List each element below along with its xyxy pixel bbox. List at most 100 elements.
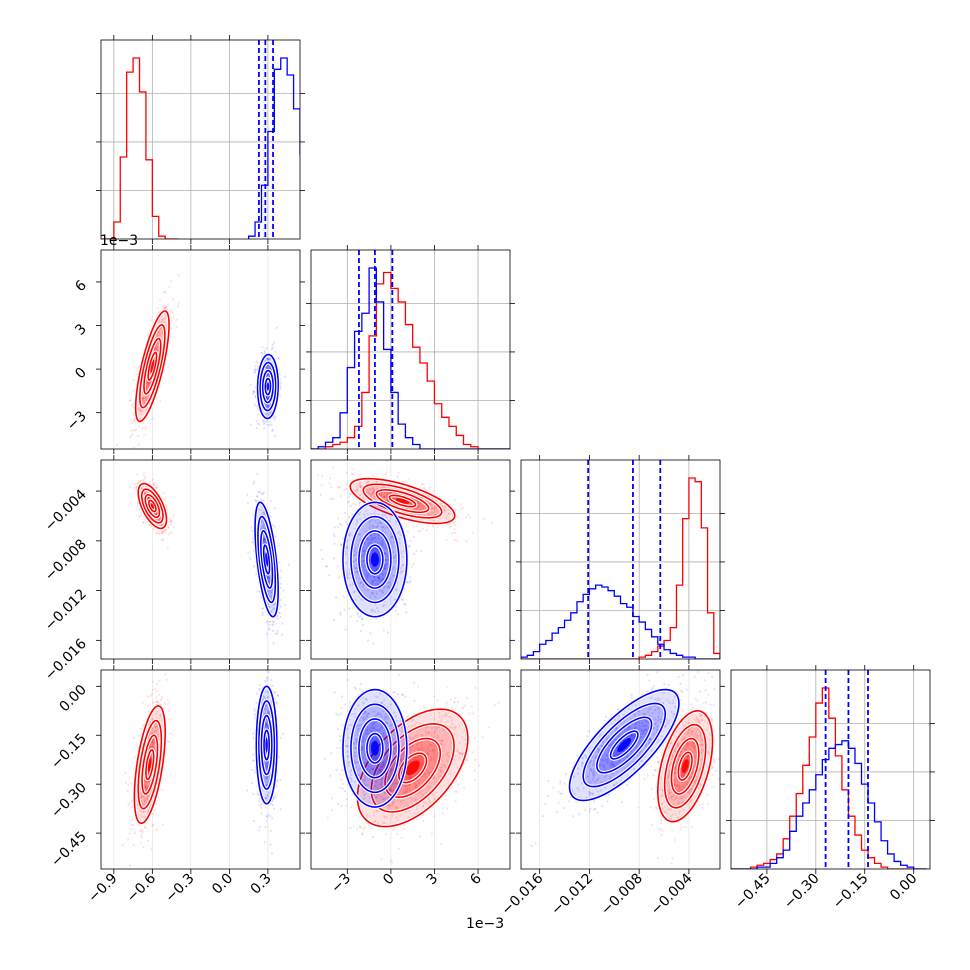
red-sample-point xyxy=(161,332,164,335)
red-sample-point xyxy=(146,839,149,842)
red-sample-point xyxy=(434,506,437,509)
red-sample-point xyxy=(130,806,133,809)
panel-background xyxy=(521,460,720,659)
blue-sample-point xyxy=(265,413,268,416)
red-sample-point xyxy=(135,486,138,489)
red-sample-point xyxy=(159,716,162,719)
red-sample-point xyxy=(448,526,451,529)
blue-sample-point xyxy=(268,358,272,361)
red-sample-point xyxy=(378,492,382,496)
blue-sample-point xyxy=(270,348,273,351)
red-sample-point xyxy=(371,487,374,490)
blue-sample-point xyxy=(266,373,269,377)
red-sample-point xyxy=(434,513,437,516)
panel-1-0 xyxy=(101,250,300,449)
blue-sample-point xyxy=(372,642,375,645)
red-sample-point xyxy=(160,531,163,535)
blue-sample-point xyxy=(262,419,265,422)
red-sample-point xyxy=(146,385,149,388)
red-sample-point xyxy=(366,513,369,516)
red-sample-point xyxy=(461,506,464,509)
blue-sample-point xyxy=(265,679,268,682)
red-sample-point xyxy=(384,473,387,476)
red-sample-point xyxy=(131,421,134,425)
red-sample-point xyxy=(405,525,408,528)
blue-sample-point xyxy=(261,525,264,528)
blue-sample-point xyxy=(266,406,269,409)
red-sample-point xyxy=(150,718,153,721)
blue-sample-point xyxy=(266,632,269,635)
blue-sample-point xyxy=(279,615,282,619)
blue-sample-point xyxy=(257,491,260,494)
blue-sample-point xyxy=(276,778,279,782)
blue-sample-point xyxy=(246,502,249,505)
blue-sample-point xyxy=(265,815,268,818)
blue-sample-point xyxy=(279,582,282,585)
red-sample-point xyxy=(143,433,146,436)
blue-sample-point xyxy=(277,611,280,614)
red-sample-point xyxy=(138,829,141,832)
red-sample-point xyxy=(382,496,385,499)
blue-sample-point xyxy=(270,423,273,426)
red-sample-point xyxy=(142,397,145,400)
blue-sample-point xyxy=(265,405,268,408)
red-sample-point xyxy=(142,402,145,405)
red-sample-point xyxy=(142,479,145,482)
blue-sample-point xyxy=(268,581,271,584)
red-sample-point xyxy=(141,397,145,400)
red-sample-point xyxy=(432,507,436,510)
blue-sample-point xyxy=(267,627,270,630)
blue-sample-point xyxy=(361,623,364,627)
blue-sample-point xyxy=(265,763,268,767)
red-sample-point xyxy=(142,802,145,806)
blue-sample-point xyxy=(280,381,283,384)
blue-sample-point xyxy=(254,371,257,374)
blue-sample-point xyxy=(270,679,273,682)
red-sample-point xyxy=(138,409,141,412)
red-sample-point xyxy=(139,408,142,411)
blue-sample-point xyxy=(269,620,272,623)
blue-sample-point xyxy=(253,709,256,712)
blue-sample-point xyxy=(252,482,255,485)
blue-sample-point xyxy=(270,605,273,608)
red-sample-point xyxy=(356,487,359,490)
red-contour-line xyxy=(133,705,166,825)
red-sample-point xyxy=(371,490,374,494)
red-sample-point xyxy=(420,482,423,486)
red-sample-point xyxy=(129,827,133,831)
red-sample-point xyxy=(130,782,133,785)
red-sample-point xyxy=(423,487,426,490)
red-contour-line xyxy=(147,351,158,381)
red-sample-point xyxy=(162,492,165,495)
blue-sample-point xyxy=(372,537,375,541)
blue-sample-point xyxy=(270,594,273,597)
red-sample-point xyxy=(164,530,167,534)
blue-sample-point xyxy=(264,779,267,782)
red-sample-point xyxy=(168,740,171,743)
red-sample-point xyxy=(170,327,173,330)
blue-sample-point xyxy=(249,384,253,387)
blue-sample-point xyxy=(266,423,269,426)
blue-sample-point xyxy=(271,428,274,431)
red-sample-point xyxy=(134,745,137,748)
red-sample-point xyxy=(328,482,331,485)
red-sample-point xyxy=(143,795,146,798)
red-sample-point xyxy=(347,500,350,503)
red-sample-point xyxy=(172,526,175,529)
blue-sample-point xyxy=(265,420,268,423)
blue-sample-point xyxy=(265,819,268,822)
blue-sample-point xyxy=(262,538,265,541)
red-sample-point xyxy=(388,491,391,494)
red-contour-line xyxy=(139,324,166,409)
red-sample-point xyxy=(150,755,153,758)
red-sample-point xyxy=(124,771,127,775)
blue-sample-point xyxy=(268,628,271,631)
blue-sample-point xyxy=(272,341,275,344)
red-sample-point xyxy=(163,320,166,323)
red-contour-line xyxy=(144,494,161,519)
blue-sample-point xyxy=(253,368,257,371)
red-sample-point xyxy=(155,682,159,686)
red-sample-point xyxy=(371,492,374,495)
red-sample-point xyxy=(385,492,388,495)
blue-sample-point xyxy=(261,613,264,617)
